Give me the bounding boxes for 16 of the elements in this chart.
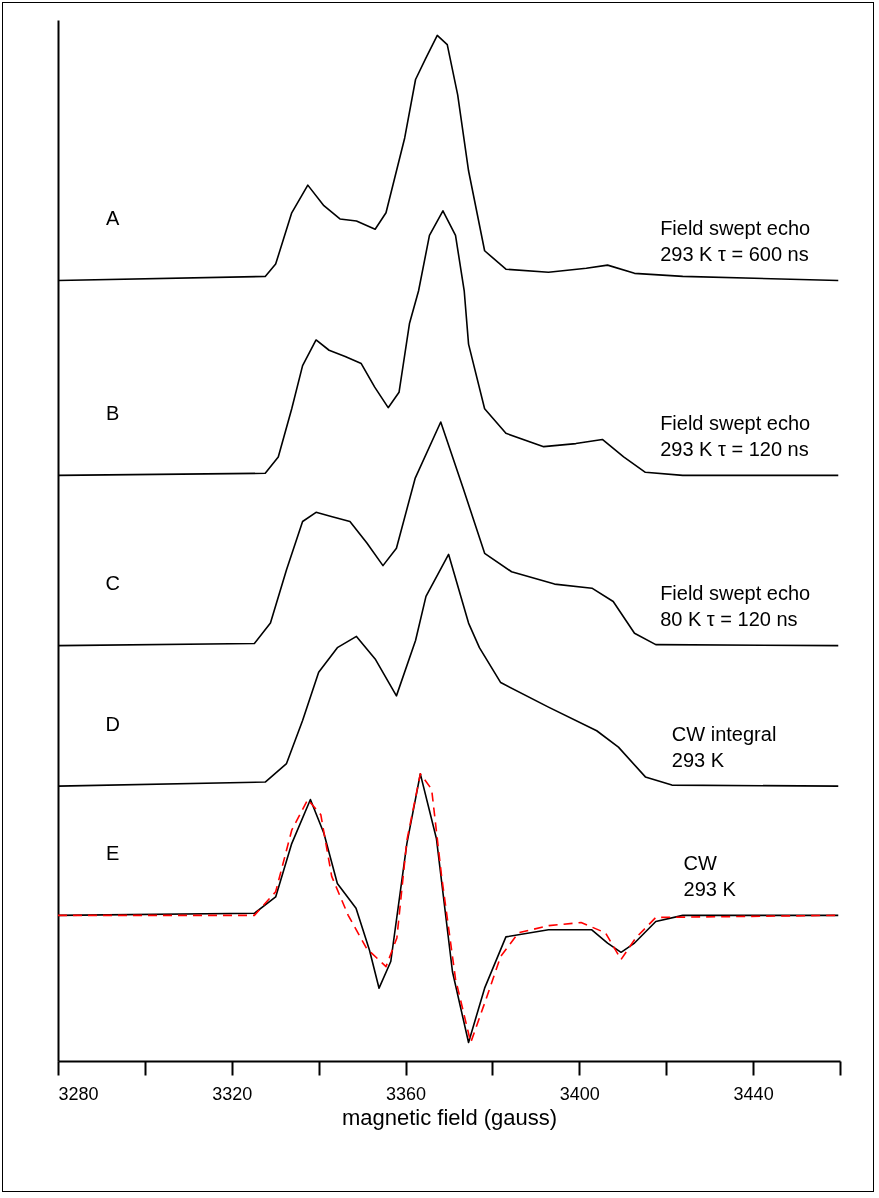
- annotation: Field swept echo 293 K τ = 600 ns: [660, 217, 811, 266]
- text: E: [106, 841, 120, 864]
- annotation: CW 293 K: [683, 852, 737, 901]
- text: A: [106, 206, 121, 229]
- annotation: Field swept echo 293 K τ = 120 ns: [660, 412, 811, 461]
- x-tick-label: 3360: [386, 1083, 427, 1104]
- text: D: [105, 712, 120, 735]
- annotation: Field swept echo 80 K τ = 120 ns: [660, 582, 811, 631]
- text: B: [106, 401, 120, 424]
- x-axis-title: magnetic field (gauss): [341, 1104, 558, 1130]
- x-tick-label: 3320: [212, 1083, 253, 1104]
- annotation: CW integral 293 K: [671, 722, 777, 771]
- x-tick-label: 3280: [58, 1083, 99, 1104]
- text: C: [105, 572, 120, 595]
- x-tick-label: 3440: [733, 1083, 774, 1104]
- x-tick-label: 3400: [559, 1083, 600, 1104]
